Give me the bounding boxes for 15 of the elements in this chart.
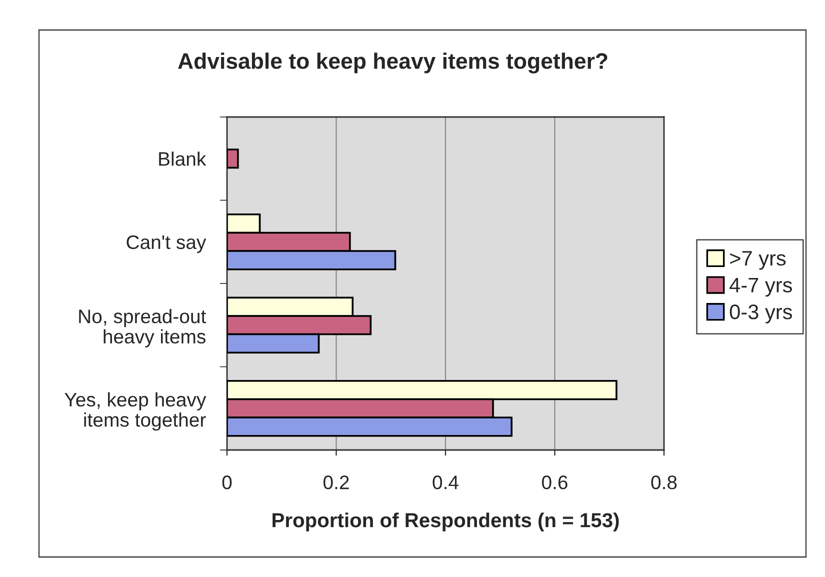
x-tick-label: 0.8 (651, 476, 677, 490)
y-tick-label: Yes, keep heavy items together (64, 392, 206, 431)
x-tick-label: 0.6 (542, 476, 568, 490)
bar (227, 148, 239, 169)
x-tick-label: 0.4 (432, 476, 458, 490)
y-tick-label: Blank (159, 152, 206, 166)
x-axis-title: Proportion of Respondents (n = 153) (272, 512, 619, 532)
legend-label: 0-3 yrs (730, 304, 792, 324)
y-tick-label: Can't say (126, 235, 206, 253)
x-tick-label: 0 (222, 476, 232, 490)
y-tick-label: No, spread-out heavy items (79, 309, 206, 348)
x-tick-label: 0.2 (323, 476, 349, 490)
legend-label: 4-7 yrs (730, 278, 792, 297)
chart-title: Advisable to keep heavy items together? (178, 52, 608, 74)
legend-label: >7 yrs (730, 251, 786, 270)
